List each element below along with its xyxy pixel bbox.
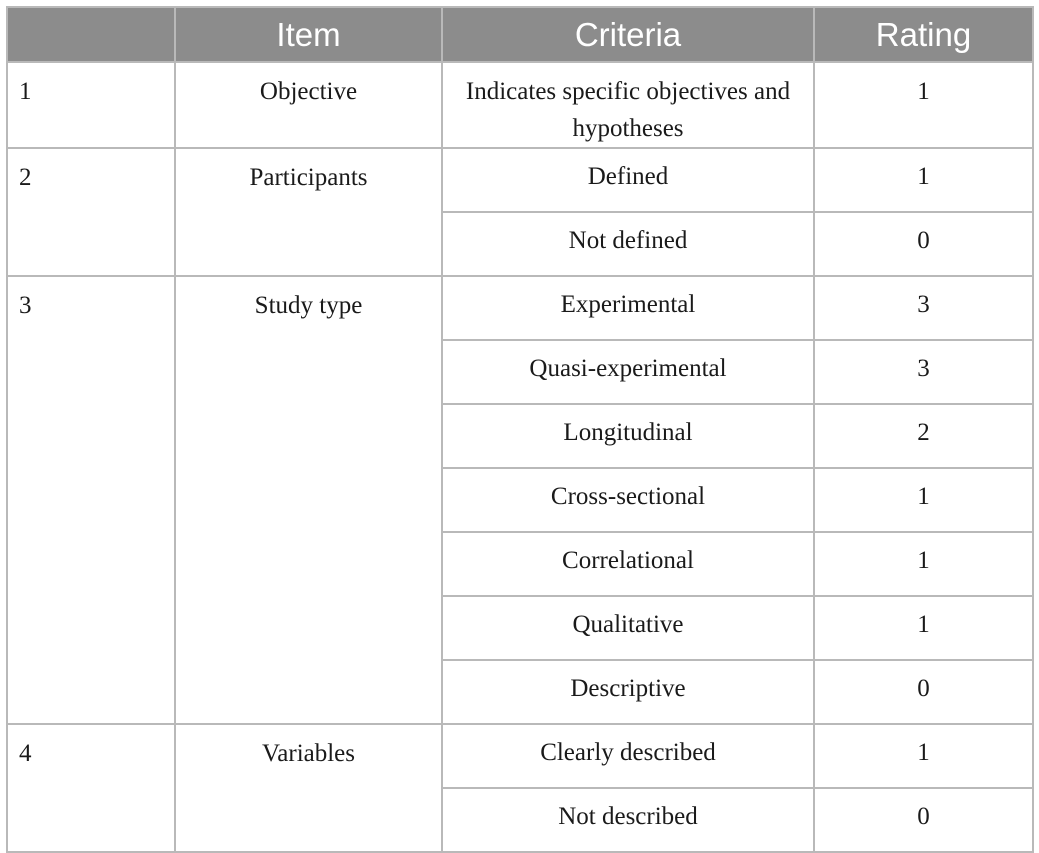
row-item: Variables [174,723,443,853]
row-rating: 0 [813,787,1034,853]
row-criteria: Clearly described [441,723,815,789]
table-row: Longitudinal 2 [7,403,1034,469]
row-criteria: Longitudinal [441,403,815,469]
row-rating: 1 [813,467,1034,533]
row-item: Participants [174,147,443,277]
table-row: Cross-sectional 1 [7,467,1034,533]
table-row: Correlational 1 [7,531,1034,597]
header-row: Item Criteria Rating [6,6,1034,63]
row-criteria: Experimental [441,275,815,341]
row-rating: 1 [813,61,1034,149]
table-row: Descriptive 0 [7,659,1034,725]
table-row: Not defined 0 [7,211,1034,277]
header-criteria: Criteria [441,6,815,63]
table-row: Qualitative 1 [7,595,1034,661]
row-rating: 0 [813,211,1034,277]
row-criteria: Cross-sectional [441,467,815,533]
header-item: Item [174,6,443,63]
row-number: 3 [6,275,176,725]
table-body: 1 Objective Indicates specific objective… [6,61,1034,853]
row-rating: 1 [813,147,1034,213]
row-criteria: Indicates specific objectives and hypoth… [441,61,815,149]
table-header: Item Criteria Rating [6,6,1034,63]
row-criteria: Not described [441,787,815,853]
row-rating: 3 [813,339,1034,405]
row-rating: 2 [813,403,1034,469]
table-row: 2 Participants Defined 1 [6,147,1034,277]
row-number: 2 [6,147,176,277]
row-criteria: Defined [441,147,815,213]
row-criteria: Qualitative [441,595,815,661]
row-rating: 1 [813,595,1034,661]
row-criteria: Descriptive [441,659,815,725]
table-row: 4 Variables Clearly described 1 [6,723,1034,853]
table-row: 1 Objective Indicates specific objective… [6,61,1034,149]
row-criteria: Not defined [441,211,815,277]
quality-rating-table: Item Criteria Rating 1 Objective Indicat… [6,6,1034,853]
row-item: Study type [174,275,443,725]
header-number [6,6,176,63]
row-number: 1 [6,61,176,149]
row-rating: 1 [813,723,1034,789]
table-row: 3 Study type Experimental 3 [6,275,1034,725]
table-row: Quasi-experimental 3 [7,339,1034,405]
row-number: 4 [6,723,176,853]
row-rating: 0 [813,659,1034,725]
row-item: Objective [174,61,443,149]
header-rating: Rating [813,6,1034,63]
row-criteria: Quasi-experimental [441,339,815,405]
row-rating: 3 [813,275,1034,341]
row-rating: 1 [813,531,1034,597]
row-criteria: Correlational [441,531,815,597]
